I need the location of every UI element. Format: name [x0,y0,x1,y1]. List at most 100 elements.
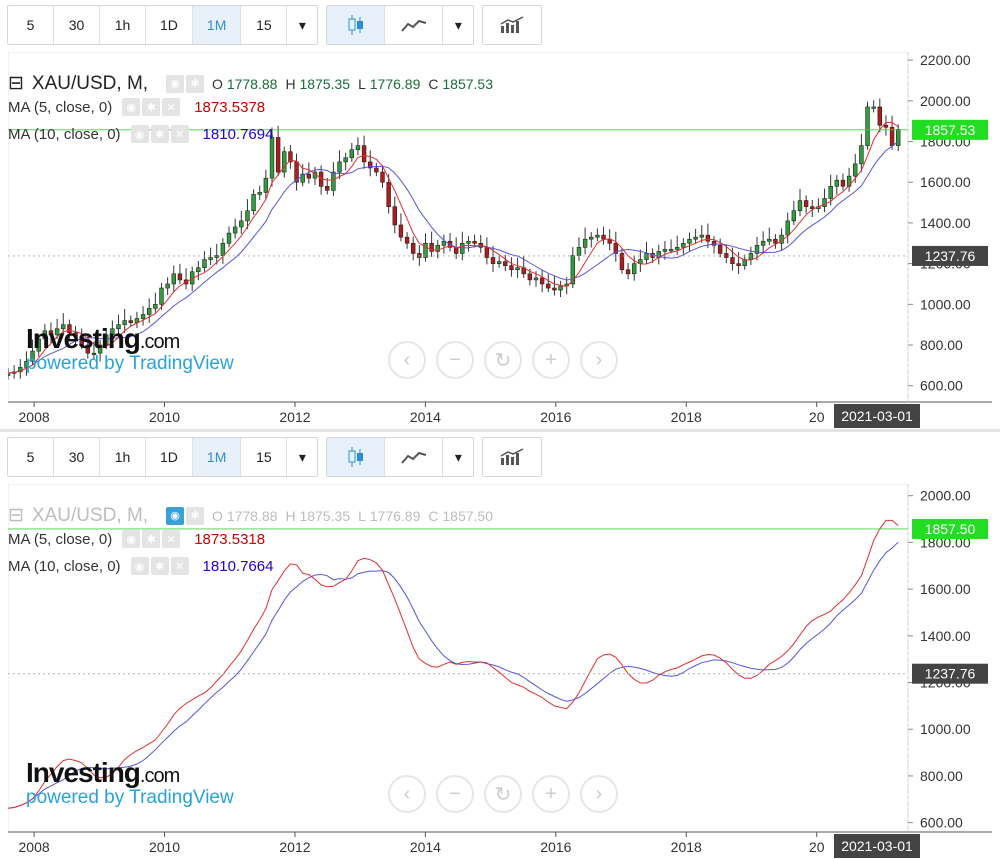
x-tick-label: 2014 [410,839,441,855]
indicators-button[interactable] [483,438,541,476]
candles-style-button[interactable] [327,6,386,44]
area-line-icon [401,451,427,464]
pane-separator[interactable] [0,429,1000,432]
ma10-legend: MA (10, close, 0) ◉ ✱ ✕ 1810.7664 [8,557,273,575]
candle-body [834,179,840,187]
interval-1d-button[interactable]: 1D [146,6,193,44]
scroll-right-button[interactable]: › [580,341,618,379]
ma5-value: 1873.5318 [194,530,266,548]
candle-body [435,245,440,252]
gear-icon[interactable]: ✱ [186,74,205,93]
reset-button[interactable]: ↻ [484,341,522,379]
gear-icon[interactable]: ✱ [142,530,161,548]
candle-body [398,224,404,238]
candles-icon [348,447,363,467]
gear-icon[interactable]: ✱ [142,98,161,116]
interval-15-button[interactable]: 15 [241,438,288,476]
interval-1h-button[interactable]: 1h [100,438,146,476]
powered-by-label[interactable]: powered by TradingView [26,787,234,808]
candle-body [681,242,686,248]
interval-30-button[interactable]: 30 [54,438,100,476]
interval-1d-button[interactable]: 1D [146,438,193,476]
candle-body [306,173,312,179]
interval-1m-button[interactable]: 1M [192,438,242,476]
eye-icon[interactable]: ◉ [166,506,185,525]
gear-icon[interactable]: ✱ [150,557,169,575]
interval-dropdown-button[interactable]: ▾ [287,438,317,476]
candle-body [245,210,250,222]
symbol-label: XAU/USD, M, [31,504,149,526]
bottom-chart-panel: 5 30 1h 1D 1M 15 ▾ ▾ 600.00 800.00 1000.00… [0,432,1000,860]
x-tick-label: 20 [809,839,825,855]
date-tag-label: 2021-03-01 [841,408,913,424]
candles-style-button[interactable] [327,438,386,476]
eye-icon[interactable]: ◉ [166,74,185,93]
eye-icon[interactable]: ◉ [130,557,149,575]
candle-body [748,253,754,260]
line-style-button[interactable] [385,438,444,476]
zoom-in-button[interactable]: + [532,341,570,379]
y-tick-label: 800.00 [920,768,963,784]
candle-body [294,161,299,183]
x-tick-label: 20 [809,409,825,425]
plus-icon: + [545,782,557,805]
interval-group: 5 30 1h 1D 1M 15 ▾ [7,5,319,45]
close-icon[interactable]: ✕ [170,125,189,143]
close-icon[interactable]: ✕ [170,557,189,575]
collapse-icon[interactable]: ⊟ [8,505,24,526]
candle-body [785,220,790,236]
candle-body [202,259,207,268]
candle-body [846,175,852,187]
candle-body [736,263,741,266]
scroll-left-button[interactable]: ‹ [388,341,426,379]
eye-icon[interactable]: ◉ [122,530,141,548]
candle-body [797,200,803,212]
candle-body [472,240,477,244]
gear-icon[interactable]: ✱ [186,506,205,525]
zoom-out-button[interactable]: − [436,775,474,813]
close-icon[interactable]: ✕ [162,98,181,116]
reset-button[interactable]: ↻ [484,775,522,813]
candle-body [116,324,121,330]
candle-body [349,149,355,159]
indicators-button[interactable] [483,6,541,44]
interval-5-button[interactable]: 5 [8,6,54,44]
ma10-controls: ◉ ✱ ✕ [130,125,189,143]
line-style-button[interactable] [385,6,444,44]
symbol-legend: ⊟ XAU/USD, M, ◉ ✱ O 1778.88 H 1875.35 L … [8,72,501,95]
interval-dropdown-button[interactable]: ▾ [287,6,317,44]
open-label: O [212,507,223,524]
style-dropdown-button[interactable]: ▾ [443,438,473,476]
powered-by-label[interactable]: powered by TradingView [26,353,234,374]
candle-body [570,255,576,285]
last-price-label: 1857.50 [925,521,976,537]
close-icon[interactable]: ✕ [162,530,181,548]
interval-1m-button[interactable]: 1M [192,6,242,44]
interval-30-button[interactable]: 30 [54,6,100,44]
interval-1h-button[interactable]: 1h [100,6,146,44]
zoom-out-button[interactable]: − [436,341,474,379]
ma10-label: MA (10, close, 0) [8,557,121,575]
close-label: C [428,75,439,92]
candle-body [331,171,336,191]
interval-5-button[interactable]: 5 [8,438,54,476]
candle-body [147,308,152,315]
x-tick-label: 2018 [671,409,702,425]
scroll-right-button[interactable]: › [580,775,618,813]
interval-15-button[interactable]: 15 [241,6,288,44]
scroll-left-button[interactable]: ‹ [388,775,426,813]
candle-body [558,285,563,291]
candle-body [509,265,514,271]
style-dropdown-button[interactable]: ▾ [443,6,473,44]
eye-icon[interactable]: ◉ [130,125,149,143]
y-tick-label: 800.00 [920,337,963,353]
eye-icon[interactable]: ◉ [122,98,141,116]
candle-body [380,171,385,183]
collapse-icon[interactable]: ⊟ [8,73,24,94]
gear-icon[interactable]: ✱ [150,125,169,143]
ref-price-label: 1237.76 [925,666,976,682]
candle-body [85,344,91,354]
zoom-in-button[interactable]: + [532,775,570,813]
candle-body [859,145,864,165]
candle-body [441,240,447,246]
